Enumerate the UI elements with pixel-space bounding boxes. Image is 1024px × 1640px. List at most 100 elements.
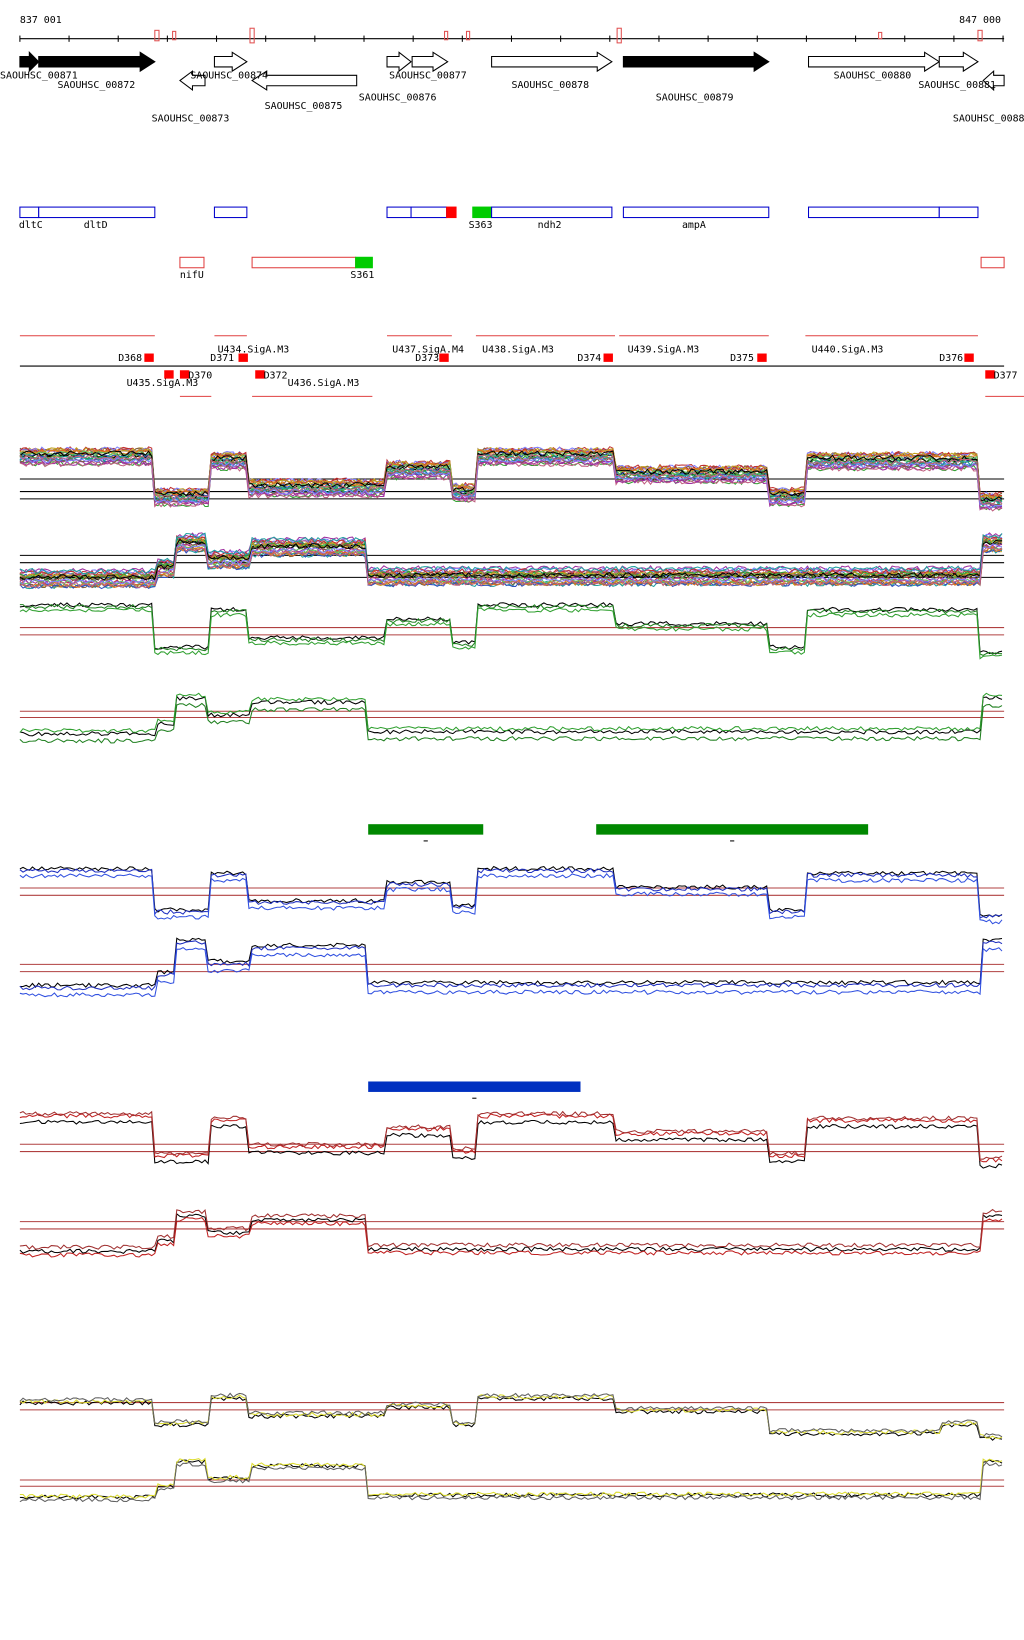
signal-line bbox=[19, 692, 1003, 734]
signal-line bbox=[19, 1208, 1003, 1250]
segment-label: D368 bbox=[118, 353, 142, 364]
gene-label: SAOUHSC_00880 bbox=[834, 70, 912, 81]
signal-line bbox=[19, 868, 1003, 919]
signal-line bbox=[19, 539, 1003, 582]
ruler-marker bbox=[977, 29, 983, 42]
signal-line bbox=[19, 1110, 1003, 1160]
ruler-marker bbox=[465, 30, 471, 41]
gene-arrow bbox=[179, 70, 206, 91]
segment-label: U436.SigA.M3 bbox=[288, 378, 360, 389]
segment-label: U439.SigA.M3 bbox=[628, 344, 700, 355]
gene-arrow bbox=[19, 51, 40, 73]
region-bar bbox=[368, 1081, 581, 1092]
signal-line bbox=[19, 603, 1003, 656]
gene-arrow bbox=[386, 51, 412, 73]
annotation-label: nifU bbox=[180, 270, 204, 281]
gene-label: SAOUHSC_00879 bbox=[656, 92, 734, 103]
annotation-box bbox=[807, 206, 940, 219]
gene-label: SAOUHSC_00881 bbox=[918, 80, 996, 91]
gene-arrow bbox=[982, 69, 1005, 92]
signal-line bbox=[19, 872, 1003, 925]
gene-arrow bbox=[251, 70, 358, 91]
signal-line bbox=[19, 695, 1003, 737]
annotation-box bbox=[622, 206, 770, 219]
signal-line bbox=[19, 1119, 1003, 1169]
segment-label: D372 bbox=[264, 371, 288, 382]
annotation-label: dltC bbox=[19, 220, 43, 231]
gene-arrow bbox=[622, 51, 770, 73]
segment-box bbox=[255, 370, 265, 379]
segment-box bbox=[238, 353, 248, 362]
signal-line bbox=[19, 453, 1003, 506]
ruler-marker bbox=[878, 31, 883, 40]
signal-line bbox=[19, 1396, 1003, 1441]
annotation-box bbox=[938, 206, 979, 219]
signal-line bbox=[19, 946, 1003, 998]
segment-label: D377 bbox=[994, 371, 1018, 382]
annotation-box bbox=[38, 206, 156, 219]
signal-line bbox=[19, 1392, 1003, 1438]
annotation-box bbox=[980, 256, 1005, 269]
annotation-label: dltD bbox=[84, 220, 108, 231]
gene-label: SAOUHSC_00874 bbox=[190, 70, 268, 81]
signal-line bbox=[19, 546, 1003, 589]
segment-label: D376 bbox=[939, 353, 963, 364]
annotation-box bbox=[251, 256, 357, 269]
signal-line bbox=[19, 1216, 1003, 1258]
annotation-box bbox=[410, 206, 448, 219]
ruler-end: 847 000 bbox=[959, 15, 1001, 26]
segment-box bbox=[179, 370, 190, 379]
segment-label: D373 bbox=[415, 353, 439, 364]
signal-line bbox=[19, 450, 1003, 502]
gene-arrow bbox=[491, 51, 613, 73]
gene-arrow bbox=[213, 51, 248, 73]
annotation-label: S363 bbox=[469, 220, 493, 231]
annotation-box bbox=[472, 206, 493, 219]
signal-line bbox=[19, 457, 1003, 509]
segment-box bbox=[439, 353, 449, 362]
signal-line bbox=[19, 1212, 1003, 1254]
signal-line bbox=[19, 460, 1003, 512]
annotation-box bbox=[446, 206, 457, 219]
region-bar bbox=[368, 824, 484, 835]
signal-line bbox=[19, 1457, 1003, 1500]
gene-arrow bbox=[807, 51, 941, 73]
signal-line bbox=[19, 532, 1003, 575]
segment-box bbox=[757, 353, 767, 362]
gene-label: SAOUHSC_00873 bbox=[152, 113, 230, 124]
annotation-box bbox=[355, 256, 373, 269]
segment-label: U440.SigA.M3 bbox=[812, 344, 884, 355]
segment-label: U435.SigA.M3 bbox=[127, 378, 199, 389]
annotation-box bbox=[179, 256, 205, 269]
annotation-box bbox=[491, 206, 613, 219]
gene-label: SAOUHSC_00876 bbox=[359, 92, 437, 103]
signal-line bbox=[19, 702, 1003, 744]
gene-label: SAOUHSC_00871 bbox=[0, 70, 78, 81]
segment-label: D371 bbox=[210, 353, 234, 364]
gene-label: SAOUHSC_00875 bbox=[265, 101, 343, 112]
ruler-marker bbox=[444, 30, 449, 41]
segment-label: D375 bbox=[730, 353, 754, 364]
signal-line bbox=[19, 1461, 1003, 1503]
gene-label: SAOUHSC_0088 bbox=[953, 113, 1024, 124]
segment-box bbox=[985, 370, 995, 379]
gene-arrow bbox=[411, 51, 449, 73]
signal-line bbox=[19, 602, 1003, 655]
gene-label: SAOUHSC_00878 bbox=[511, 80, 589, 91]
gene-label: SAOUHSC_00877 bbox=[389, 70, 467, 81]
signal-line bbox=[19, 447, 1003, 499]
gene-arrow bbox=[38, 51, 156, 73]
ruler-marker bbox=[172, 30, 177, 41]
segment-label: D374 bbox=[577, 353, 601, 364]
segment-box bbox=[144, 353, 154, 362]
ruler-start: 837 001 bbox=[20, 15, 62, 26]
ruler-marker bbox=[154, 29, 160, 42]
annotation-label: S361 bbox=[350, 270, 374, 281]
ruler-marker bbox=[249, 27, 255, 44]
segment-label: D370 bbox=[188, 371, 212, 382]
region-bar bbox=[596, 824, 869, 835]
segment-box bbox=[964, 353, 974, 362]
signal-line bbox=[19, 543, 1003, 585]
signal-line bbox=[19, 1113, 1003, 1163]
